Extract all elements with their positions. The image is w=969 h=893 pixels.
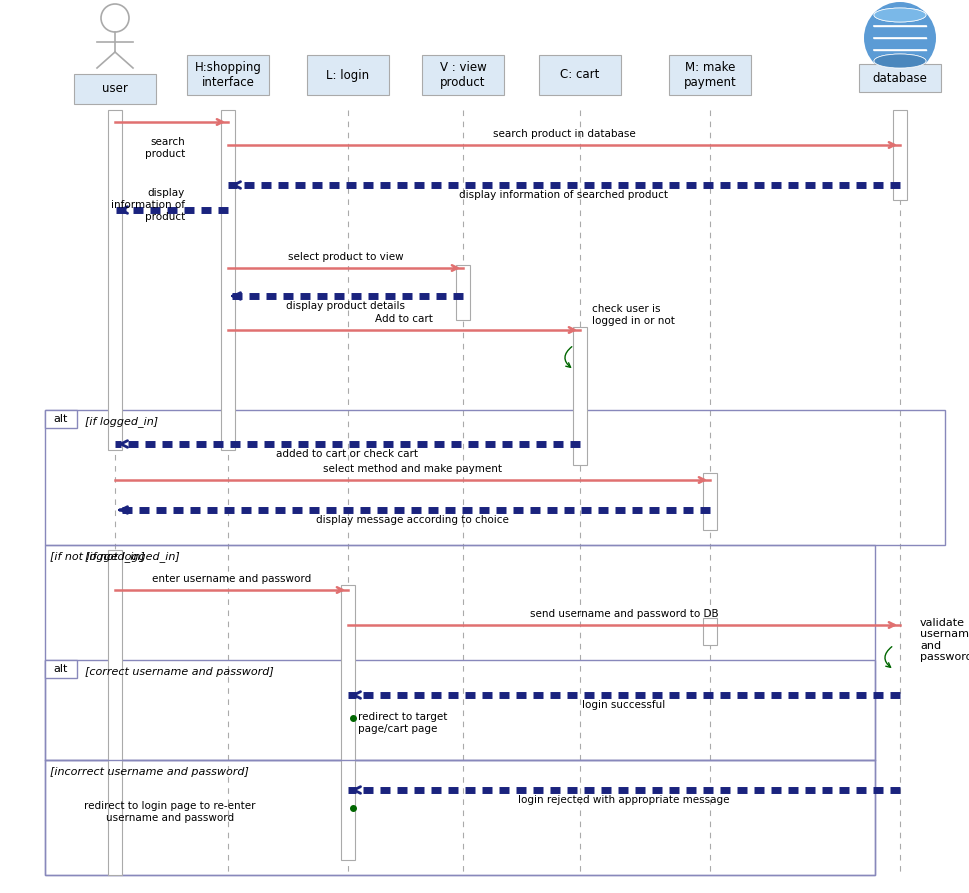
Bar [892,110,906,200]
Text: display message according to choice: display message according to choice [316,515,509,525]
Bar [341,585,355,860]
Text: database: database [872,71,926,85]
Bar [703,618,716,645]
Bar [873,15,925,61]
Text: search
product: search product [144,138,185,159]
Ellipse shape [873,8,925,22]
Text: login rejected with appropriate message: login rejected with appropriate message [517,795,729,805]
Bar [45,410,944,545]
Bar [45,410,77,428]
Text: user: user [102,82,128,96]
Ellipse shape [873,54,925,68]
Bar [108,550,122,875]
Bar [422,55,504,95]
Text: M: make
payment: M: make payment [683,61,735,89]
Text: display product details: display product details [286,301,405,311]
Text: H:shopping
interface: H:shopping interface [195,61,262,89]
Bar [455,265,470,320]
Text: redirect to login page to re-enter
username and password: redirect to login page to re-enter usern… [84,801,256,822]
Text: [if not logged_in]: [if not logged_in] [50,552,144,563]
Text: search product in database: search product in database [492,129,635,139]
Text: Add to cart: Add to cart [375,314,432,324]
Bar [573,327,586,465]
Bar [45,660,77,678]
Ellipse shape [873,8,925,22]
Text: [if logged_in]: [if logged_in] [85,416,158,428]
Bar [187,55,268,95]
Text: check user is
logged in or not: check user is logged in or not [591,305,674,326]
Text: alt: alt [53,414,68,424]
Text: enter username and password: enter username and password [152,574,311,584]
Text: validate
username
and
password: validate username and password [919,618,969,663]
Bar [45,660,874,760]
Bar [221,110,234,450]
Text: redirect to target
page/cart page: redirect to target page/cart page [358,713,447,734]
Bar [74,74,156,104]
Bar [45,545,874,875]
Bar [306,55,389,95]
Bar [873,15,925,61]
Ellipse shape [873,54,925,68]
Text: added to cart or check cart: added to cart or check cart [276,449,418,459]
Text: L: login: L: login [327,69,369,81]
Bar [108,110,122,450]
Bar [703,473,716,530]
Text: [correct username and password]: [correct username and password] [85,667,273,677]
Bar [539,55,620,95]
Text: display
information of
product: display information of product [110,188,185,221]
Text: login successful: login successful [581,700,665,710]
Text: V : view
product: V : view product [439,61,485,89]
Text: [incorrect username and password]: [incorrect username and password] [50,767,249,777]
Bar [859,64,940,92]
Text: select method and make payment: select method and make payment [323,464,502,474]
Bar [45,760,874,875]
Text: alt: alt [53,664,68,674]
Text: send username and password to DB: send username and password to DB [529,609,718,619]
Text: select product to view: select product to view [288,252,403,262]
Text: display information of searched product: display information of searched product [459,190,668,200]
Text: [if not logged_in]: [if not logged_in] [85,552,179,563]
Circle shape [863,2,935,74]
Text: C: cart: C: cart [560,69,599,81]
Bar [669,55,750,95]
